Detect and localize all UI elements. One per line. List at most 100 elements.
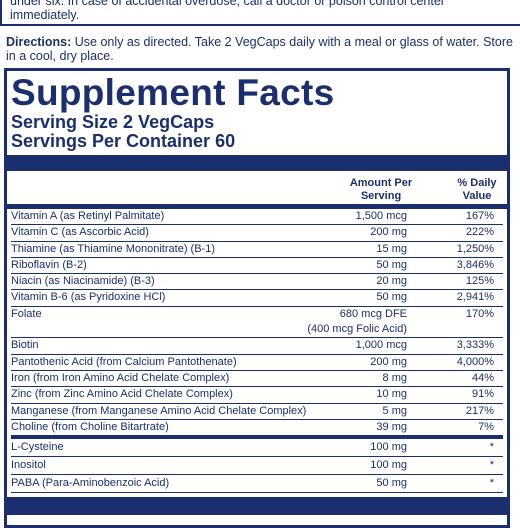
amount-line: 15 mg [376,242,407,255]
amount-line: 50 mg [376,476,407,489]
nutrient-name: Pantothenic Acid (from Calcium Pantothen… [11,355,237,368]
daily-value: 4,000% [456,355,494,368]
daily-value: * [489,441,494,454]
amount-line: 50 mg [376,291,407,304]
dv-header: % Daily Value [447,177,507,203]
nutrient-row: PABA (Para-Aminobenzoic Acid) 50 mg * [11,475,503,493]
column-header: Amount Per Serving % Daily Value [11,171,503,204]
divider [7,155,507,171]
nutrient-name: Vitamin A (as Retinyl Palmitate) [11,210,165,222]
header-line: Serving [360,190,402,202]
supplement-facts: Supplement Facts Serving Size 2 VegCaps … [4,68,510,528]
amount: 200 mg [370,225,407,240]
amount-line: 8 mg [382,371,407,384]
servings-per-container: Servings Per Container 60 [11,131,236,151]
rows: Vitamin A (as Retinyl Palmitate) 1,500 mc… [11,209,503,493]
nutrient-row: Iron (from Iron Amino Acid Chelate Compl… [11,371,503,388]
amount-line: 100 mg [370,441,407,454]
nutrient-row: Folate 680 mcg DFE (400 mcg Folic Acid) 170… [11,307,503,339]
amount-line: 200 mg [370,355,407,368]
amount-line: 5 mg [382,404,407,417]
amount: 5 mg [383,404,407,419]
daily-value: 222% [465,226,494,239]
amount: 15 mg [376,242,407,257]
nutrient-row: L-Cysteine 100 mg * [11,439,503,457]
header-line: Amount Per [349,177,413,189]
nutrient-name: Vitamin B-6 (as Pyridoxine HCl) [11,291,166,304]
amount: 50 mg [376,475,407,492]
amount: 200 mg [370,355,407,370]
header-line: Value [462,190,492,202]
daily-value: 44% [471,371,494,384]
directions: Directions: Use only as directed. Take 2… [6,35,514,63]
nutrient-name: Vitamin C (as Ascorbic Acid) [11,226,149,239]
amount-line: 20 mg [376,275,407,288]
daily-value: 125% [465,275,494,288]
amount-line: (400 mcg Folic Acid) [307,323,407,336]
amount-line: 10 mg [376,388,407,401]
warning: under six. In case of accidental overdos… [0,0,520,26]
amount: 1,500 mcg [356,209,407,224]
nutrient-name: Riboflavin (B-2) [11,258,87,271]
nutrient-name: Iron (from Iron Amino Acid Chelate Compl… [11,371,230,384]
nutrient-name: Inositol [11,458,46,471]
amount: 1,000 mcg [356,338,407,353]
nutrient-name: Folate [11,307,42,320]
amount: 50 mg [376,290,407,305]
nutrient-name: L-Cysteine [11,441,64,454]
amount: 39 mg [376,420,407,435]
amount-line: 1,500 mcg [355,210,407,222]
nutrient-row: Zinc (from Zinc Amino Acid Chelate Compl… [11,387,503,404]
divider [7,496,507,515]
directions-label: Directions: [6,35,72,49]
amount-header: Amount Per Serving [341,177,421,203]
amount: 100 mg [370,439,407,456]
amount-line: 1,000 mcg [355,339,407,352]
nutrient-row: Biotin 1,000 mcg 3,333% [11,338,503,355]
nutrient-row: Manganese (from Manganese Amino Acid Che… [11,404,503,420]
amount-line: 680 mcg DFE [339,307,407,320]
nutrient-name: Manganese (from Manganese Amino Acid Che… [11,404,307,417]
daily-value: 91% [471,388,494,401]
warning-line: under six. In case of accidental overdos… [10,0,445,8]
daily-value: 3,333% [456,339,494,352]
facts-title: Supplement Facts [11,72,335,113]
serving-size: Serving Size 2 VegCaps [11,112,215,132]
nutrient-row: Niacin (as Niacinamide) (B-3) 20 mg 125% [11,274,503,291]
amount-line: 50 mg [376,258,407,271]
amount: 50 mg [376,258,407,273]
amount-line: 39 mg [376,420,407,433]
amount-line: 100 mg [370,458,407,471]
nutrient-name: Choline (from Choline Bitartrate) [11,420,169,433]
nutrient-name: Niacin (as Niacinamide) (B-3) [11,275,155,288]
nutrient-row: Inositol 100 mg * [11,457,503,475]
warning-line: immediately. [10,8,80,22]
nutrient-name: Thiamine (as Thiamine Mononitrate) (B-1) [11,242,215,255]
daily-value: 7% [478,420,494,433]
amount: 100 mg [370,457,407,474]
nutrient-row: Vitamin A (as Retinyl Palmitate) 1,500 mc… [11,209,503,226]
nutrient-row: Vitamin C (as Ascorbic Acid) 200 mg 222% [11,225,503,242]
amount: 8 mg [383,371,407,386]
daily-value: 2,941% [456,291,494,304]
nutrient-name: Biotin [11,339,39,352]
amount: 20 mg [376,274,407,289]
daily-value: 170% [465,307,494,320]
daily-value: 1,250% [456,242,494,255]
header-line: % Daily [457,177,497,189]
nutrient-row: Vitamin B-6 (as Pyridoxine HCl) 50 mg 2,94… [11,290,503,307]
daily-value: * [489,476,494,489]
nutrient-name: Zinc (from Zinc Amino Acid Chelate Compl… [11,388,233,401]
amount: 10 mg [376,387,407,402]
amount: 680 mcg DFE (400 mcg Folic Acid) [307,307,407,338]
nutrient-name: PABA (Para-Aminobenzoic Acid) [11,476,170,489]
nutrient-row: Thiamine (as Thiamine Mononitrate) (B-1)… [11,242,503,258]
nutrient-row: Choline (from Choline Bitartrate) 39 mg 7% [11,420,503,440]
daily-value: 217% [465,404,494,417]
amount-line: 200 mg [370,226,407,239]
daily-value: * [489,458,494,471]
daily-value: 3,846% [456,258,494,271]
daily-value: 167% [465,210,494,222]
divider [7,204,507,209]
